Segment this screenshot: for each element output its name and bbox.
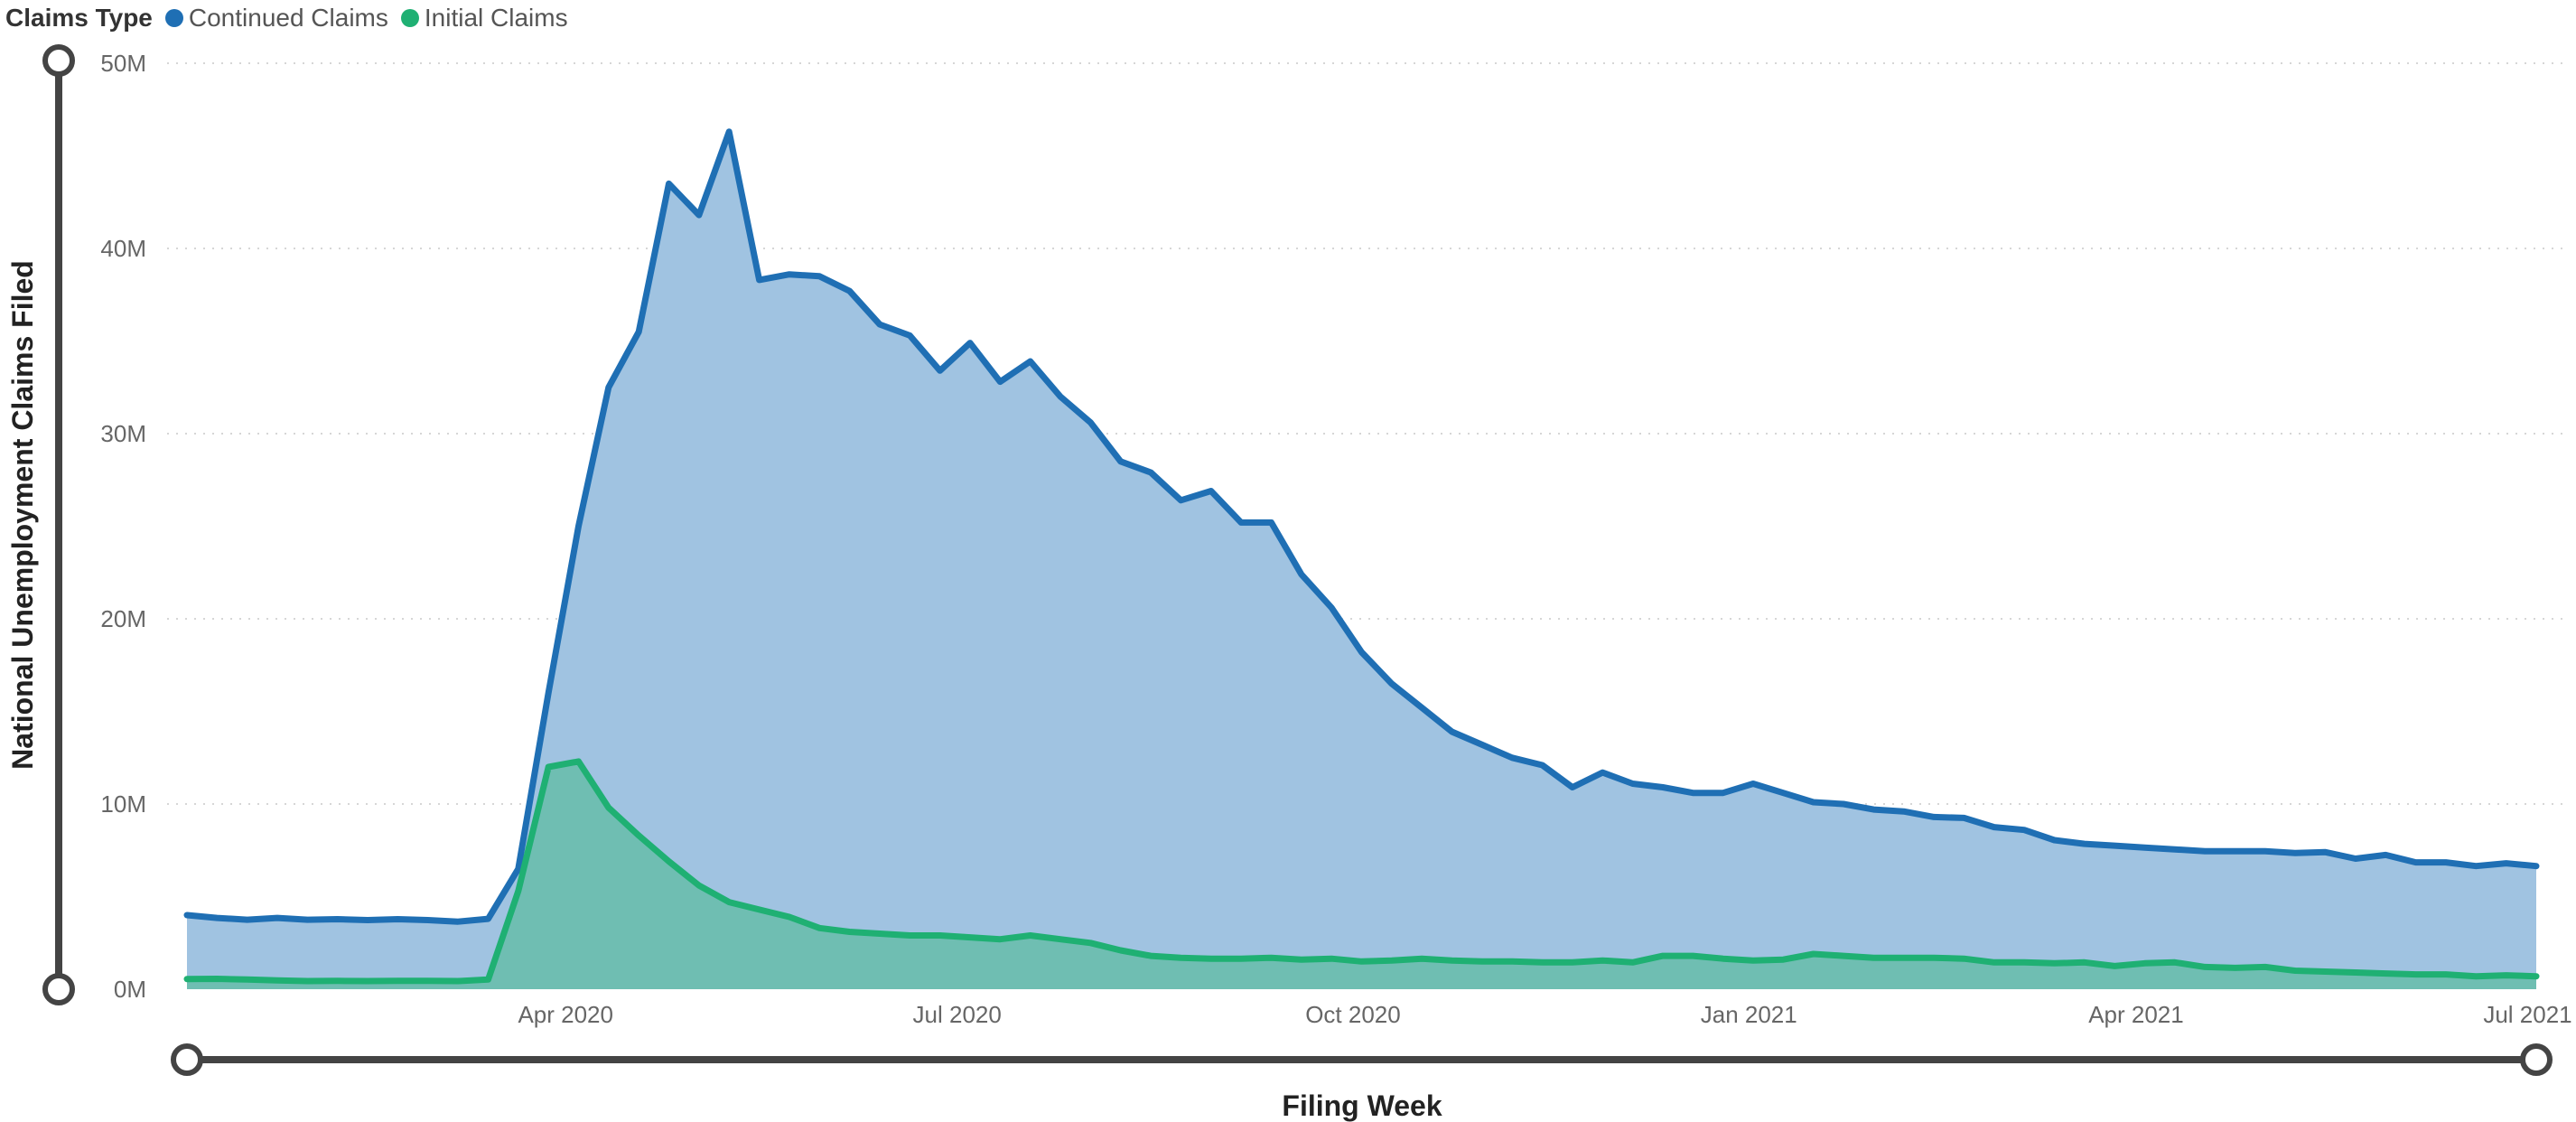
x-slider-right-handle[interactable] [2520,1043,2553,1076]
x-tick-label: Oct 2020 [1305,1001,1401,1028]
y-slider-bottom-handle[interactable] [42,973,75,1005]
x-axis-title: Filing Week [1282,1089,1442,1122]
y-tick-label: 40M [100,235,146,262]
y-axis-range-slider[interactable] [42,44,75,1005]
legend-title: Claims Type [5,4,153,32]
legend: Claims Type Continued Claims Initial Cla… [5,2,581,34]
legend-dot-icon [400,9,419,27]
x-tick-label: Jul 2020 [913,1001,1002,1028]
series-lines [183,128,2540,985]
line-continued-claims[interactable] [183,128,2540,925]
legend-label-initial-claims: Initial Claims [424,4,568,32]
area-initial-claims [187,761,2536,989]
y-axis-ticks: 0M 10M 20M 30M 40M 50M [100,50,146,1003]
line-initial-claims[interactable] [183,758,2540,985]
area-continued-claims [187,131,2536,990]
y-slider-top-handle[interactable] [42,44,75,77]
series-areas [187,131,2536,990]
x-tick-label: Jul 2021 [2483,1001,2571,1028]
y-tick-label: 30M [100,420,146,447]
x-axis-range-slider[interactable] [171,1043,2553,1076]
x-axis-ticks: Apr 2020 Jul 2020 Oct 2020 Jan 2021 Apr 2021… [518,1001,2571,1028]
legend-item-initial-claims[interactable]: Initial Claims [400,4,568,33]
y-axis-title: National Unemployment Claims Filed [6,260,39,770]
x-slider-left-handle[interactable] [171,1043,203,1076]
legend-item-continued-claims[interactable]: Continued Claims [164,4,388,33]
legend-dot-icon [164,9,183,27]
legend-label-continued-claims: Continued Claims [188,4,388,32]
x-tick-label: Apr 2020 [518,1001,613,1028]
x-tick-label: Jan 2021 [1701,1001,1797,1028]
y-tick-label: 10M [100,790,146,818]
y-tick-label: 20M [100,605,146,632]
x-tick-label: Apr 2021 [2088,1001,2184,1028]
y-tick-label: 50M [100,50,146,77]
y-tick-label: 0M [114,976,146,1003]
